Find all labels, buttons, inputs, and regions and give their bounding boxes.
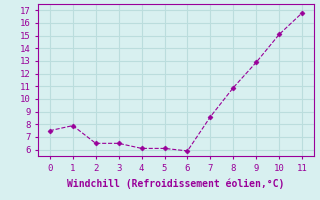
X-axis label: Windchill (Refroidissement éolien,°C): Windchill (Refroidissement éolien,°C)	[67, 178, 285, 189]
